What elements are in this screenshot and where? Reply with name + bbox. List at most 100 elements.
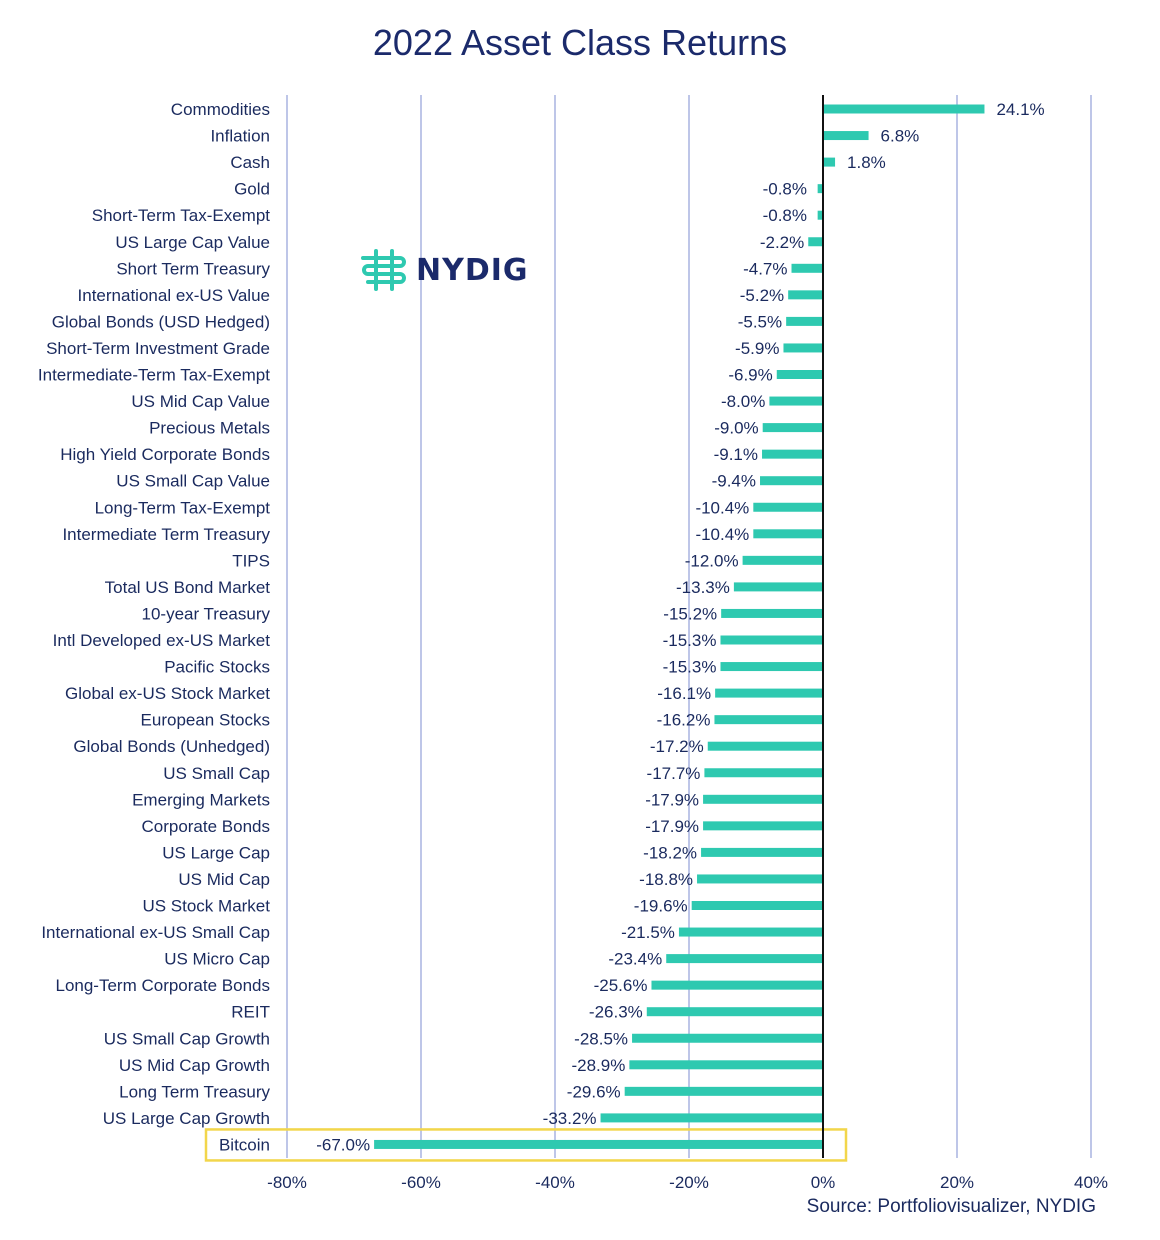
category-label: US Stock Market	[142, 897, 270, 916]
category-label: International ex-US Value	[78, 286, 270, 305]
value-label: -23.4%	[608, 950, 662, 969]
value-label: -16.1%	[657, 684, 711, 703]
bar	[776, 370, 823, 379]
category-label: Intl Developed ex-US Market	[53, 631, 271, 650]
value-label: -6.9%	[728, 366, 772, 385]
value-label: 24.1%	[996, 100, 1044, 119]
value-label: -15.2%	[663, 604, 717, 623]
bar	[703, 794, 823, 804]
category-label: Corporate Bonds	[141, 817, 270, 836]
value-label: -17.9%	[645, 817, 699, 836]
value-label: -17.9%	[645, 790, 699, 809]
bar	[760, 476, 823, 486]
category-label: Long-Term Tax-Exempt	[95, 498, 271, 517]
category-label: Emerging Markets	[132, 790, 270, 809]
category-label: Intermediate-Term Tax-Exempt	[38, 366, 270, 385]
category-label: Short-Term Investment Grade	[46, 339, 270, 358]
highlight-layer	[204, 1128, 848, 1162]
bar	[808, 237, 823, 247]
value-label: -9.0%	[714, 419, 758, 438]
bar	[753, 529, 823, 539]
bar	[817, 184, 823, 194]
value-label: -4.7%	[743, 259, 787, 278]
category-label: US Micro Cap	[164, 950, 270, 969]
category-label: Precious Metals	[149, 419, 270, 438]
bar	[720, 635, 823, 645]
bar	[703, 821, 823, 831]
bar	[762, 449, 823, 459]
category-label: Gold	[234, 180, 270, 199]
source-note: Source: Portfoliovisualizer, NYDIG	[806, 1196, 1096, 1217]
bar	[720, 662, 823, 672]
value-label: -10.4%	[695, 525, 749, 544]
bar	[753, 502, 823, 512]
bar	[783, 343, 823, 353]
bar	[742, 555, 823, 565]
value-label: -29.6%	[567, 1082, 621, 1101]
category-label: Cash	[230, 153, 270, 172]
chart-title: 2022 Asset Class Returns	[372, 22, 788, 63]
category-label: US Mid Cap	[178, 870, 270, 889]
value-label: -13.3%	[676, 578, 730, 597]
nydig-logo: NYDIG	[360, 248, 529, 292]
category-label: Pacific Stocks	[164, 658, 270, 677]
value-label: -5.5%	[738, 312, 782, 331]
x-tick-label: 40%	[1074, 1173, 1108, 1192]
bar	[715, 688, 823, 698]
value-label: -28.9%	[571, 1056, 625, 1075]
bar	[714, 715, 823, 725]
x-tick-label: -40%	[535, 1173, 575, 1192]
category-label: US Large Cap	[162, 843, 270, 862]
tick-layer: -80% -60% -40% -20% 0% 20% 40%	[267, 1173, 1108, 1192]
category-label: US Small Cap Value	[116, 472, 270, 491]
x-tick-label: -60%	[401, 1173, 441, 1192]
bar	[632, 1033, 823, 1043]
bar	[697, 874, 823, 884]
value-label: -33.2%	[543, 1109, 597, 1128]
value-label: -17.2%	[650, 737, 704, 756]
category-label: Long Term Treasury	[119, 1082, 270, 1101]
value-label: -2.2%	[760, 233, 804, 252]
value-label: -67.0%	[316, 1135, 370, 1154]
category-label: Global ex-US Stock Market	[65, 684, 270, 703]
bar	[769, 396, 823, 406]
bar	[823, 104, 985, 114]
label-layer: Commodities 24.1% Inflation 6.8% Cash 1.8% Gol…	[38, 100, 1045, 1154]
category-label: Commodities	[171, 100, 270, 119]
bar	[817, 210, 823, 220]
bar	[707, 741, 823, 751]
value-label: 1.8%	[847, 153, 886, 172]
x-tick-label: -20%	[669, 1173, 709, 1192]
category-label: High Yield Corporate Bonds	[60, 445, 270, 464]
bar	[600, 1113, 823, 1123]
category-label: REIT	[231, 1003, 270, 1022]
value-label: 6.8%	[881, 127, 920, 146]
bar	[701, 847, 823, 857]
category-label: 10-year Treasury	[142, 604, 271, 623]
bar	[788, 290, 823, 300]
x-tick-label: 20%	[940, 1173, 974, 1192]
category-label: US Small Cap Growth	[104, 1029, 270, 1048]
value-label: -28.5%	[574, 1029, 628, 1048]
category-label: International ex-US Small Cap	[41, 923, 270, 942]
value-label: -8.0%	[721, 392, 765, 411]
x-tick-label: -80%	[267, 1173, 307, 1192]
category-label: US Small Cap	[163, 764, 270, 783]
category-label: Bitcoin	[219, 1135, 270, 1154]
value-label: -26.3%	[589, 1003, 643, 1022]
category-label: Long-Term Corporate Bonds	[55, 976, 270, 995]
value-label: -10.4%	[695, 498, 749, 517]
value-label: -17.7%	[647, 764, 701, 783]
category-label: Global Bonds (USD Hedged)	[52, 312, 270, 331]
value-label: -12.0%	[685, 551, 739, 570]
bar	[762, 423, 823, 433]
category-label: Short-Term Tax-Exempt	[92, 206, 271, 225]
bar	[651, 980, 823, 990]
bar	[733, 582, 823, 592]
value-label: -18.2%	[643, 843, 697, 862]
bar	[678, 927, 823, 937]
x-tick-label: 0%	[811, 1173, 836, 1192]
bar	[721, 608, 823, 618]
category-label: Total US Bond Market	[105, 578, 271, 597]
